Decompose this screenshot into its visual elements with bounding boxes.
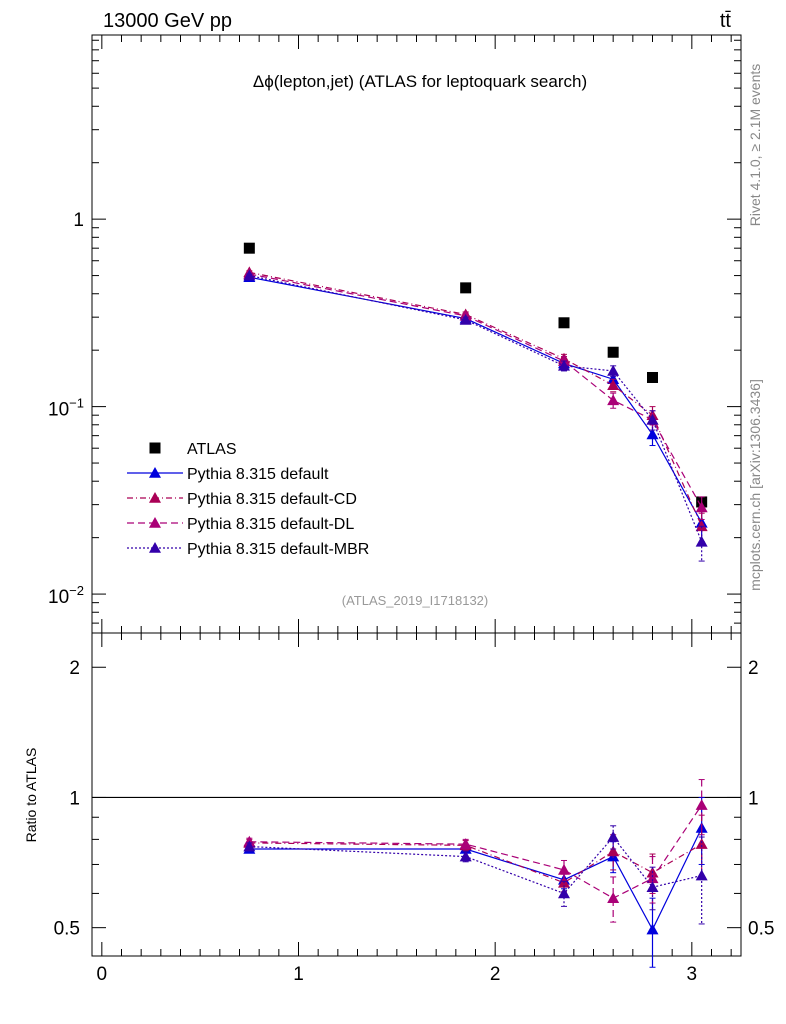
data-point — [695, 799, 708, 810]
rivet-version-label: Rivet 4.1.0, ≥ 2.1M events — [747, 64, 763, 227]
analysis-id-label: (ATLAS_2019_I1718132) — [342, 593, 488, 608]
data-point — [558, 359, 570, 371]
y-tick-label: 10−2 — [48, 583, 84, 608]
y-tick-label: 1 — [69, 788, 80, 809]
series-dl — [243, 779, 708, 923]
legend-item-default: Pythia 8.315 default — [127, 466, 329, 483]
data-point — [607, 892, 620, 903]
data-point — [646, 881, 659, 893]
data-point — [460, 282, 472, 294]
data-point — [243, 269, 256, 281]
data-point — [607, 346, 619, 358]
y-tick-label: 2 — [69, 658, 80, 679]
y-tick-label: 10−1 — [48, 396, 84, 421]
data-point — [695, 535, 708, 547]
y-tick-label-right: 0.5 — [748, 919, 774, 940]
legend-label: Pythia 8.315 default-MBR — [187, 541, 369, 558]
data-point — [646, 923, 659, 935]
y-tick-label-right: 1 — [748, 788, 759, 809]
legend-marker — [149, 542, 161, 553]
legend-marker — [149, 517, 161, 528]
series-line — [249, 827, 703, 931]
data-point — [607, 373, 620, 385]
legend-label: Pythia 8.315 default-DL — [187, 516, 354, 533]
data-point — [695, 520, 708, 532]
data-point — [647, 371, 658, 383]
series-mbr — [243, 269, 708, 562]
ratio-series — [92, 779, 741, 968]
ratio-axis-ticks — [92, 633, 741, 956]
legend-item-dl: Pythia 8.315 default-DL — [127, 516, 354, 533]
legend-marker — [149, 442, 161, 454]
series-default — [243, 796, 708, 968]
data-point — [607, 394, 620, 406]
main-axis-ticks — [92, 35, 741, 633]
data-point — [607, 379, 620, 391]
x-tick-labels: 0 1 2 3 — [97, 964, 698, 985]
x-tick-label: 2 — [490, 964, 501, 985]
data-point — [459, 838, 472, 849]
legend-marker — [149, 467, 161, 478]
data-point — [607, 364, 620, 376]
main-y-tick-labels: 1 10−1 10−2 — [48, 210, 84, 608]
legend: ATLAS Pythia 8.315 default Pythia 8.315 de… — [127, 441, 369, 558]
data-point — [558, 317, 570, 329]
data-point — [607, 845, 620, 857]
data-point — [646, 428, 659, 440]
legend-label: Pythia 8.315 default-CD — [187, 491, 357, 508]
x-tick-label: 0 — [97, 964, 108, 985]
ratio-y-axis-label: Ratio to ATLAS — [23, 748, 39, 843]
data-point — [607, 831, 620, 842]
data-point — [646, 872, 659, 884]
legend-item-data: ATLAS — [149, 441, 237, 458]
data-point — [459, 313, 472, 325]
series-line — [249, 842, 702, 884]
legend-label: ATLAS — [187, 441, 237, 458]
legend-marker — [149, 492, 161, 503]
legend-item-mbr: Pythia 8.315 default-MBR — [127, 541, 369, 558]
legend-label: Pythia 8.315 default — [187, 466, 329, 483]
data-point — [243, 840, 256, 852]
mcplots-source-label: mcplots.cern.ch [arXiv:1306.3436] — [747, 379, 763, 591]
series-line — [249, 804, 703, 899]
chart-title: Δϕ(lepton,jet) (ATLAS for leptoquark sea… — [253, 72, 587, 91]
y-tick-label-right: 2 — [748, 658, 759, 679]
legend-item-cd: Pythia 8.315 default-CD — [127, 491, 357, 508]
header: 13000 GeV pp tt̄ Rivet 4.1.0, ≥ 2.1M eve… — [103, 10, 763, 591]
series-line — [249, 836, 702, 895]
ratio-panel: Ratio to ATLAS 2 2 1 1 0.5 0.5 0 1 2 3 — [23, 632, 775, 985]
data-point — [459, 850, 472, 862]
x-tick-label: 3 — [687, 964, 698, 985]
series-line — [249, 276, 703, 524]
data-point — [695, 501, 708, 513]
series-cd — [243, 814, 708, 894]
data-point — [695, 869, 708, 881]
header-right-label: tt̄ — [720, 10, 732, 32]
ratio-y-tick-labels: 2 2 1 1 0.5 0.5 — [54, 658, 775, 939]
y-tick-label: 1 — [73, 210, 84, 231]
main-panel: Δϕ(lepton,jet) (ATLAS for leptoquark sea… — [48, 34, 742, 634]
data-point — [243, 242, 255, 254]
main-series — [243, 242, 708, 562]
y-tick-label: 0.5 — [54, 919, 80, 940]
data-point — [558, 887, 570, 899]
series-mbr — [243, 825, 708, 925]
x-tick-label: 1 — [293, 964, 304, 985]
data-point — [695, 838, 708, 849]
series-line — [249, 271, 703, 527]
data-point — [558, 863, 570, 875]
ratio-frame — [91, 632, 742, 957]
data-point — [646, 413, 659, 425]
series-line — [249, 274, 703, 543]
series-line — [249, 273, 703, 508]
header-left-label: 13000 GeV pp — [103, 10, 232, 32]
